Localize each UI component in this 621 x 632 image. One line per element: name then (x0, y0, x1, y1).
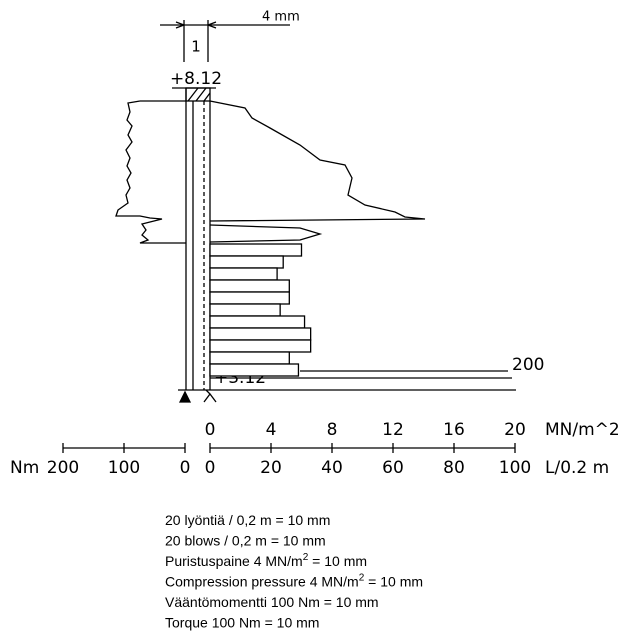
blow-bar (209, 363, 300, 377)
blow-bar (209, 303, 281, 317)
torque-unit: Nm (10, 458, 39, 478)
note-text: Torque 100 Nm = 10 mm (165, 614, 319, 630)
note: 20 lyöntiä / 0,2 m = 10 mm (165, 512, 330, 528)
drawing (63, 20, 516, 449)
tick-label: 0 (180, 458, 191, 478)
tick-label: 100 (499, 458, 531, 478)
note: Puristuspaine 4 MN/m2 = 10 mm (165, 552, 367, 569)
note: Compression pressure 4 MN/m2 = 10 mm (165, 572, 423, 589)
tick-label: 80 (443, 458, 465, 478)
note: 20 blows / 0,2 m = 10 mm (165, 532, 326, 548)
blow-bar (209, 351, 290, 365)
note: Torque 100 Nm = 10 mm (165, 614, 319, 630)
tick-label: 8 (327, 420, 338, 440)
tick-label: 16 (443, 420, 465, 440)
note: Vääntömomentti 100 Nm = 10 mm (165, 594, 379, 610)
blow-bar (209, 315, 306, 329)
tick-label: 100 (108, 458, 140, 478)
blow-bar (209, 339, 312, 353)
note-rest: = 10 mm (308, 553, 367, 569)
top-level: +8.12 (170, 69, 222, 89)
tick-label: 12 (382, 420, 404, 440)
tick-label: 0 (205, 458, 216, 478)
pressure-unit: MN/m^2 (545, 420, 620, 440)
tick-label: 200 (47, 458, 79, 478)
blow-bar (209, 243, 303, 257)
blows-unit: L/0.2 m (545, 458, 609, 478)
note-sup: 2 (303, 552, 309, 563)
width-label: 4 mm (262, 10, 300, 25)
blow-bar (209, 267, 278, 281)
tick-label: 40 (321, 458, 343, 478)
blow-bar (209, 255, 284, 269)
blow-bar (209, 327, 312, 341)
tick-label: 60 (382, 458, 404, 478)
column-label: 1 (191, 38, 201, 56)
note-sup: 2 (359, 572, 365, 583)
note-text: 20 blows / 0,2 m = 10 mm (165, 532, 326, 548)
note-rest: = 10 mm (364, 573, 423, 589)
tick-label: 0 (205, 420, 216, 440)
note-text: Puristuspaine 4 MN/m (165, 553, 303, 569)
note-text: 20 lyöntiä / 0,2 m = 10 mm (165, 512, 330, 528)
max-label: 200 (512, 355, 544, 375)
tick-label: 20 (260, 458, 282, 478)
note-text: Compression pressure 4 MN/m (165, 573, 359, 589)
blow-bar (209, 279, 290, 293)
tick-label: 20 (504, 420, 526, 440)
tick-label: 4 (266, 420, 277, 440)
note-text: Vääntömomentti 100 Nm = 10 mm (165, 594, 379, 610)
blow-bar (209, 291, 290, 305)
